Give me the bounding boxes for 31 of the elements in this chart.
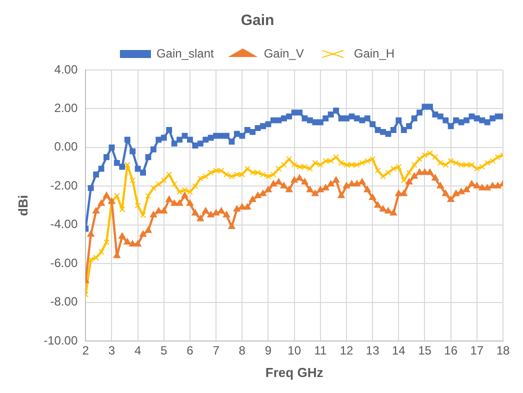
x-tick-label: 14: [392, 344, 406, 358]
x-tick-label: 5: [160, 344, 168, 358]
x-tick-label: 16: [444, 344, 458, 358]
y-tick-label: -10.00: [44, 333, 78, 348]
legend-label: Gain_slant: [156, 46, 214, 60]
legend-label: Gain_H: [354, 46, 395, 60]
y-tick-label: 2.00: [54, 101, 78, 116]
y-tick-label: 0.00: [54, 140, 78, 154]
y-tick-label: -6.00: [50, 256, 78, 270]
x-axis-title: Freq GHz: [265, 364, 324, 380]
x-tick-label: 9: [264, 344, 272, 358]
y-tick-label: -4.00: [50, 217, 78, 232]
x-tick-label: 11: [314, 344, 327, 358]
x-tick-label: 4: [134, 344, 142, 358]
x-tick-label: 7: [212, 344, 220, 358]
x-tick-label: 8: [238, 344, 246, 358]
x-tick-label: 17: [470, 344, 484, 358]
legend-label: Gain_V: [264, 46, 304, 60]
y-axis-title: dBi: [15, 195, 30, 216]
x-tick-label: 13: [366, 344, 380, 358]
x-tick-label: 6: [186, 344, 194, 358]
x-tick-label: 12: [340, 344, 354, 358]
x-tick-label: 18: [496, 344, 510, 358]
y-tick-label: -8.00: [50, 294, 78, 309]
x-tick-label: 3: [108, 344, 116, 358]
x-tick-label: 15: [418, 344, 432, 358]
y-tick-label: -2.00: [50, 178, 78, 192]
x-tick-label: 2: [82, 344, 90, 358]
chart-title: Gain: [240, 12, 274, 30]
x-tick-label: 10: [288, 344, 302, 358]
y-tick-label: 4.00: [54, 62, 78, 76]
